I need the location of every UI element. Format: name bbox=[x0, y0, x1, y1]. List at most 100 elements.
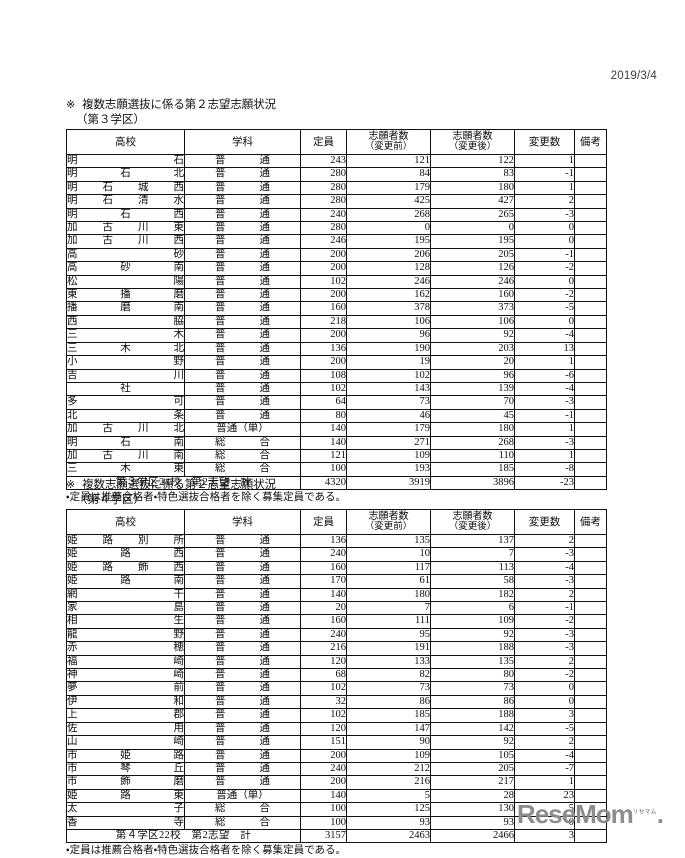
cell-course: 普通 bbox=[184, 261, 301, 276]
cell-applicants-after: 195 bbox=[430, 234, 515, 249]
cell-applicants-before: 10 bbox=[346, 547, 431, 562]
cell-applicants-before: 95 bbox=[346, 627, 431, 643]
cell-total-note bbox=[574, 828, 607, 844]
cell-course: 普通 bbox=[184, 614, 301, 629]
cell-school: 姫路東 bbox=[66, 788, 185, 804]
table-row: 西脇 普通 218 106 106 0 bbox=[66, 314, 607, 330]
cell-quota: 120 bbox=[300, 654, 347, 670]
table-row: 小野 普通 200 19 20 1 bbox=[66, 355, 607, 370]
cell-change: -1 bbox=[514, 408, 575, 424]
cell-quota: 200 bbox=[300, 355, 347, 370]
cell-applicants-before: 216 bbox=[346, 775, 431, 790]
cell-change: 3 bbox=[514, 708, 575, 723]
district-4-table-foot: 第４学区22校 第2志望 計 3157 2463 2466 3 bbox=[66, 828, 607, 844]
cell-note bbox=[574, 261, 607, 276]
cell-total-label: 第４学区22校 第2志望 計 bbox=[66, 828, 301, 844]
cell-quota: 100 bbox=[300, 462, 347, 477]
cell-change: -3 bbox=[514, 574, 575, 589]
cell-course: 普通 bbox=[184, 314, 301, 330]
cell-applicants-before: 96 bbox=[346, 328, 431, 343]
table-row: 加古川南 総合 121 109 110 1 bbox=[66, 448, 607, 464]
cell-note bbox=[574, 708, 607, 723]
cell-school: 家島 bbox=[66, 601, 185, 616]
district-4-table: 高校 学科 定員 志願者数 （変更前） 志願者数 （変更後） 変更数 備考 姫路… bbox=[66, 509, 607, 844]
cell-applicants-before: 109 bbox=[346, 448, 431, 464]
cell-total-note bbox=[574, 475, 607, 491]
cell-applicants-after: 185 bbox=[430, 462, 515, 477]
cell-course: 普通 bbox=[184, 341, 301, 357]
cell-change: -3 bbox=[514, 641, 575, 656]
cell-applicants-after: 109 bbox=[430, 614, 515, 629]
cell-applicants-before: 0 bbox=[346, 221, 431, 236]
cell-change: -3 bbox=[514, 435, 575, 450]
table-row: 山崎 普通 151 90 92 2 bbox=[66, 735, 607, 750]
cell-school: 網干 bbox=[66, 587, 185, 603]
cell-applicants-after: 113 bbox=[430, 560, 515, 576]
cell-applicants-before: 246 bbox=[346, 274, 431, 290]
cell-note bbox=[574, 341, 607, 357]
cell-applicants-after: 246 bbox=[430, 274, 515, 290]
cell-change: 0 bbox=[514, 694, 575, 710]
cell-note bbox=[574, 721, 607, 737]
cell-note bbox=[574, 560, 607, 576]
table-row: 姫路西 普通 240 10 7 -3 bbox=[66, 547, 607, 562]
cell-change: -3 bbox=[514, 547, 575, 562]
cell-change: -5 bbox=[514, 301, 575, 316]
district-3-table: 高校 学科 定員 志願者数 （変更前） 志願者数 （変更後） 変更数 備考 明石… bbox=[66, 129, 607, 491]
cell-change: 0 bbox=[514, 234, 575, 249]
cell-quota: 102 bbox=[300, 708, 347, 723]
cell-applicants-after: 188 bbox=[430, 641, 515, 656]
cell-note bbox=[574, 735, 607, 750]
table-row: 姫路東 普通（単） 140 5 28 23 bbox=[66, 788, 607, 804]
cell-school: 高砂 bbox=[66, 247, 185, 263]
cell-applicants-before: 117 bbox=[346, 560, 431, 576]
cell-quota: 102 bbox=[300, 381, 347, 397]
cell-course: 総合 bbox=[184, 435, 301, 450]
cell-note bbox=[574, 435, 607, 450]
cell-course: 普通 bbox=[184, 748, 301, 763]
table-row: 市飾磨 普通 200 216 217 1 bbox=[66, 775, 607, 790]
cell-school: 三木 bbox=[66, 328, 185, 343]
cell-applicants-after: 93 bbox=[430, 815, 515, 830]
cell-change: 0 bbox=[514, 221, 575, 236]
cell-note bbox=[574, 748, 607, 763]
cell-applicants-after: 122 bbox=[430, 153, 515, 169]
cell-school: 三木北 bbox=[66, 341, 185, 357]
column-header-course: 学科 bbox=[184, 129, 301, 155]
cell-note bbox=[574, 448, 607, 464]
cell-applicants-before: 271 bbox=[346, 435, 431, 450]
cell-change: -6 bbox=[514, 368, 575, 383]
cell-quota: 108 bbox=[300, 368, 347, 383]
cell-change: 2 bbox=[514, 587, 575, 603]
cell-change: 0 bbox=[514, 681, 575, 696]
table-row: 東播磨 普通 200 162 160 -2 bbox=[66, 288, 607, 303]
cell-course: 普通 bbox=[184, 221, 301, 236]
cell-school: 三木東 bbox=[66, 462, 185, 477]
cell-note bbox=[574, 355, 607, 370]
cell-applicants-after: 92 bbox=[430, 735, 515, 750]
column-header-change: 変更数 bbox=[514, 129, 575, 155]
cell-change: -2 bbox=[514, 261, 575, 276]
cell-change: -8 bbox=[514, 462, 575, 477]
column-header-change: 変更数 bbox=[514, 509, 575, 535]
cell-total-quota: 3157 bbox=[300, 828, 347, 844]
cell-note bbox=[574, 167, 607, 182]
cell-quota: 100 bbox=[300, 815, 347, 830]
section-subtitle: （第４学区） bbox=[76, 494, 145, 506]
cell-course: 普通 bbox=[184, 153, 301, 169]
cell-course: 普通 bbox=[184, 708, 301, 723]
cell-change: -2 bbox=[514, 668, 575, 683]
cell-course: 普通 bbox=[184, 194, 301, 209]
cell-school: 姫路西 bbox=[66, 547, 185, 562]
cell-course: 普通 bbox=[184, 775, 301, 790]
cell-note bbox=[574, 194, 607, 209]
table-row: 高砂南 普通 200 128 126 -2 bbox=[66, 261, 607, 276]
cell-school: 小野 bbox=[66, 355, 185, 370]
cell-school: 吉川 bbox=[66, 368, 185, 383]
cell-applicants-before: 268 bbox=[346, 207, 431, 223]
resemom-dot: . bbox=[656, 799, 664, 829]
cell-note bbox=[574, 533, 607, 549]
cell-note bbox=[574, 761, 607, 777]
cell-change: -2 bbox=[514, 288, 575, 303]
cell-total-quota: 4320 bbox=[300, 475, 347, 491]
